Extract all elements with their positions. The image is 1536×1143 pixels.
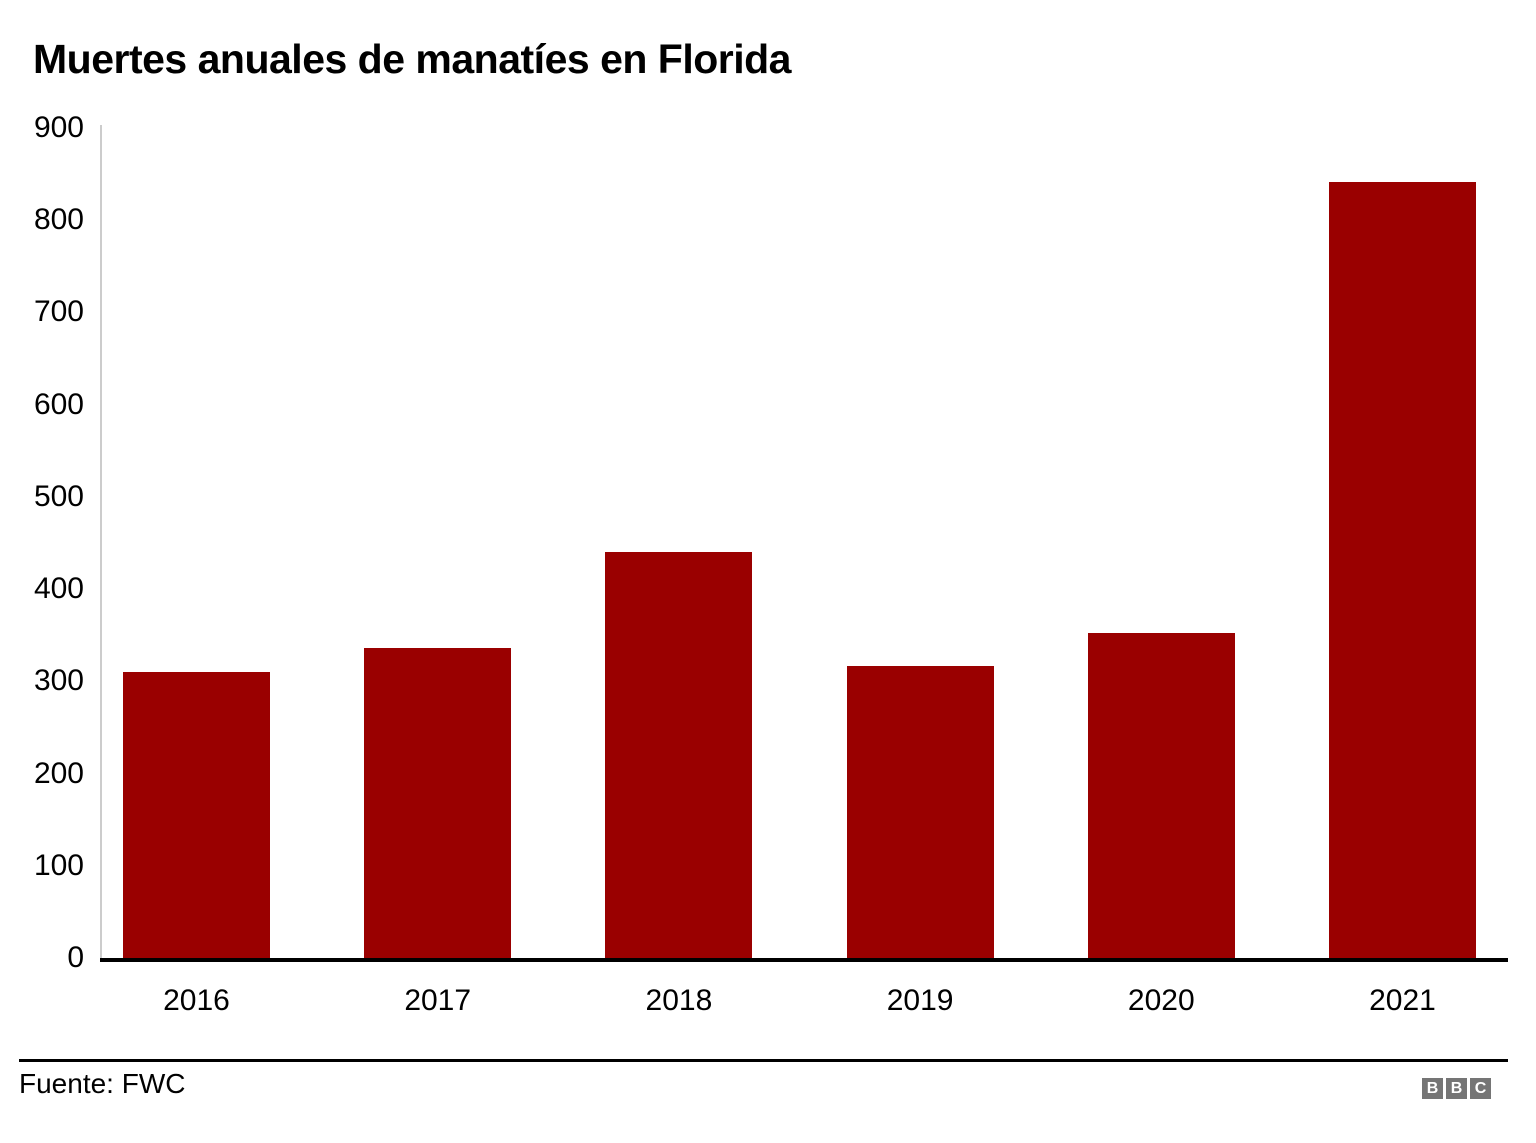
y-tick-label-100: 100: [33, 848, 84, 882]
x-tick-label-2016: 2016: [163, 984, 230, 1017]
y-tick-label-200: 200: [33, 756, 84, 790]
y-tick-label-800: 800: [33, 203, 84, 237]
bbc-logo-letter-b: B: [1446, 1078, 1467, 1099]
bbc-logo-letter-b: B: [1422, 1078, 1443, 1099]
bar-2021: [1329, 182, 1476, 958]
bar-2016: [123, 672, 270, 958]
x-tick-label-2020: 2020: [1127, 984, 1195, 1017]
y-tick-label-500: 500: [33, 479, 84, 513]
bar-2017: [364, 648, 512, 958]
bar-2020: [1087, 633, 1235, 958]
y-tick-label-600: 600: [33, 387, 84, 421]
x-tick-label-2017: 2017: [404, 984, 472, 1017]
y-tick-label-900: 900: [33, 111, 84, 144]
y-tick-label-700: 700: [33, 295, 84, 329]
y-tick-label-400: 400: [33, 572, 84, 606]
y-tick-label-300: 300: [33, 664, 84, 698]
y-tick-label-0: 0: [67, 941, 84, 974]
bar-2019: [846, 665, 994, 958]
x-axis-line: [100, 958, 1508, 962]
bar-2018: [605, 552, 753, 958]
bbc-logo-letter-c: C: [1470, 1078, 1491, 1099]
x-tick-label-2019: 2019: [886, 984, 954, 1017]
x-tick-label-2021: 2021: [1369, 984, 1436, 1017]
footer-divider: [19, 1059, 1508, 1062]
chart-title: Muertes anuales de manatíes en Florida: [33, 36, 791, 82]
x-tick-label-2018: 2018: [645, 984, 713, 1017]
y-axis-line: [100, 125, 102, 960]
source-label: Fuente: FWC: [19, 1068, 186, 1099]
